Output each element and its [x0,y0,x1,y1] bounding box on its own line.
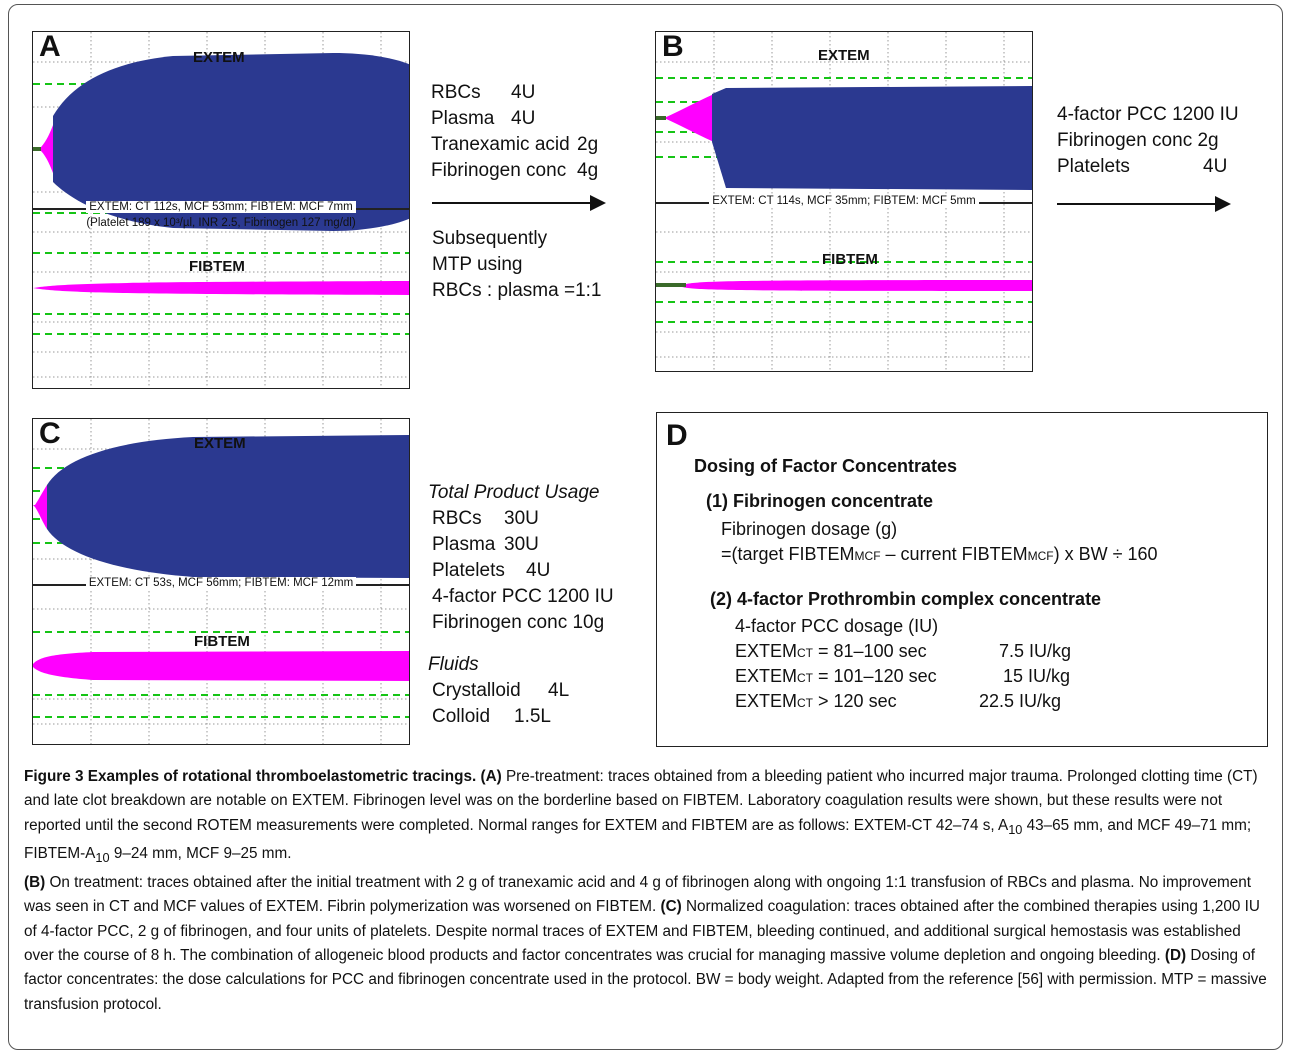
pcc-section-title: (2) 4-factor Prothrombin complex concent… [710,589,1102,609]
extem-title: EXTEM [818,47,870,64]
usage-item: Platelets 4U [432,560,551,581]
usage-item: Fibrinogen conc 10g [432,612,605,633]
pcc-dose-value: 7.5 IU/kg [999,641,1072,661]
treatment-item: Fibrinogen conc 4g [431,160,599,181]
separator: EXTEM: CT 112s, MCF 53mm; FIBTEM: MCF 7m… [33,201,409,213]
extem-clot [712,86,1032,190]
figure-frame [8,4,1283,1050]
pcc-dose-value: 15 IU/kg [1003,666,1071,686]
fibtem-title: FIBTEM [189,258,245,275]
fluid-item: Colloid 1.5L [432,706,551,727]
panel-b-graphics [656,32,1032,371]
arrow-a-to-b [432,195,606,211]
panel-a-graphics [33,32,409,388]
fibrinogen-formula: =(target FIBTEMMCF – current FIBTEMMCF) … [721,544,1158,564]
treatment-item: RBCs 4U [431,82,536,103]
panel-c: C EXTEM EXTEM: CT 53s, MCF 56mm; FIBTEM:… [32,418,410,745]
result-caption: EXTEM: CT 53s, MCF 56mm; FIBTEM: MCF 12m… [85,577,357,589]
extem-clot [47,435,409,578]
fluids-heading: Fluids [428,654,479,675]
pcc-dose-row: EXTEMCT = 101–120 sec [735,666,937,686]
fibtem-trace [656,280,1032,291]
panel-a: A EXTEM EXTEM: CT 112s, MCF 53mm; FIBTEM… [32,31,410,389]
panel-label: D [666,419,688,452]
fibtem-trace [33,281,409,295]
fluid-item: Crystalloid 4L [432,680,570,701]
caption-title: Figure 3 Examples of rotational thromboe… [24,768,477,785]
subsequent-note: Subsequently MTP using RBCs : plasma =1:… [432,228,602,301]
extem-clot [53,53,409,231]
arrow-b-to-c [1057,196,1231,212]
treatment-bc: 4-factor PCC 1200 IU Fibrinogen conc 2g … [1057,102,1239,180]
panel-label: A [39,31,61,63]
pcc-dosage-label: 4-factor PCC dosage (IU) [735,616,939,636]
panel-b: B EXTEM EXTEM: CT 114s, MCF 35mm; FIBTEM… [655,31,1033,372]
pcc-dose-row: EXTEMCT > 120 sec [735,691,897,711]
extem-trace [656,94,714,142]
panel-d-title: Dosing of Factor Concentrates [694,456,958,476]
separator: EXTEM: CT 114s, MCF 35mm; FIBTEM: MCF 5m… [656,195,1032,207]
separator: EXTEM: CT 53s, MCF 56mm; FIBTEM: MCF 12m… [33,577,409,589]
lab-values: (Platelet 189 x 10³/µl, INR 2.5, Fibrino… [86,217,356,229]
usage-heading: Total Product Usage [428,482,600,503]
treatment-item: Plasma 4U [431,108,536,129]
result-caption: EXTEM: CT 114s, MCF 35mm; FIBTEM: MCF 5m… [709,195,979,207]
extem-trace [33,120,55,178]
treatment-item: Tranexamic acid 2g [431,134,599,155]
pcc-dose-value: 22.5 IU/kg [979,691,1062,711]
treatment-ab: RBCs 4U Plasma 4U Tranexamic acid 2g Fibrin… [431,80,598,184]
extem-title: EXTEM [193,49,245,66]
fibtem-title: FIBTEM [194,633,250,650]
panel-d: D Dosing of Factor Concentrates (1) Fibr… [656,412,1268,747]
result-caption: EXTEM: CT 112s, MCF 53mm; FIBTEM: MCF 7m… [86,201,356,213]
extem-trace [33,485,47,529]
total-usage: Total Product Usage RBCs 30U Plasma 30U Pl… [428,480,614,730]
extem-title: EXTEM [194,435,246,452]
panel-label: B [662,31,684,63]
figure-caption: Figure 3 Examples of rotational thromboe… [24,768,1267,1013]
panel-label: C [39,418,61,450]
fibtem-trace [33,651,409,681]
fibtem-title: FIBTEM [822,251,878,268]
panel-c-graphics [33,419,409,744]
usage-item: Plasma 30U [432,534,539,555]
treatment-item: Platelets 4U [1057,156,1228,177]
usage-item: 4-factor PCC 1200 IU [432,586,614,607]
pcc-dose-row: EXTEMCT = 81–100 sec [735,641,927,661]
fibrinogen-section-title: (1) Fibrinogen concentrate [706,491,934,511]
fibrinogen-dosage-label: Fibrinogen dosage (g) [721,519,898,539]
usage-item: RBCs 30U [432,508,539,529]
